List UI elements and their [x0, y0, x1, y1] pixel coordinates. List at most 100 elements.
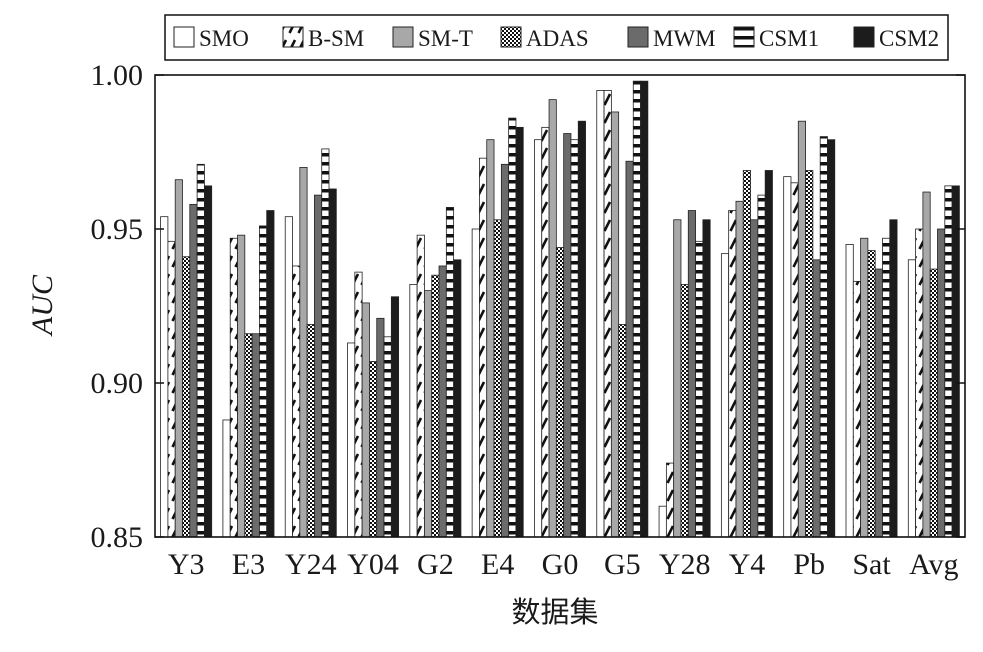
bar-y3-smo	[160, 216, 169, 538]
bar-e3-csm2	[266, 210, 275, 538]
bar-y24-csm1	[321, 148, 330, 538]
bar-g5-csm2	[640, 80, 649, 538]
bar-y24-b-sm	[292, 265, 301, 538]
bar-y28-adas	[680, 284, 689, 538]
bar-y4-csm2	[764, 170, 773, 538]
bar-y24-smo	[284, 216, 293, 538]
bar-e3-csm1	[259, 225, 268, 538]
bar-e4-csm1	[508, 117, 517, 538]
bar-g5-mwm	[625, 160, 634, 538]
y-tick-label: 0.85	[91, 521, 144, 554]
y-axis: 0.85 0.90 0.95 1.00	[91, 59, 965, 554]
bar-pb-b-sm	[790, 182, 799, 538]
bar-sat-csm2	[889, 219, 898, 538]
bar-y4-sm-t	[735, 200, 744, 538]
bar-e4-csm2	[515, 126, 524, 538]
bar-avg-b-sm	[915, 228, 924, 538]
bar-y04-csm2	[390, 296, 400, 538]
bar-y4-csm1	[757, 194, 766, 538]
bar-e3-b-sm	[229, 237, 238, 538]
y-tick-label: 1.00	[91, 59, 144, 92]
bar-pb-adas	[805, 170, 814, 538]
bar-e3-sm-t	[237, 234, 246, 538]
legend-swatch	[392, 26, 414, 48]
bar-g2-b-sm	[416, 234, 425, 538]
bar-y28-sm-t	[673, 219, 682, 538]
bar-y28-smo	[658, 505, 667, 538]
legend-item-adas: ADAS	[500, 26, 589, 51]
bar-g0-csm1	[570, 139, 579, 538]
bar-y28-csm2	[702, 219, 711, 538]
bar-e4-adas	[493, 219, 502, 538]
bar-g0-b-sm	[541, 126, 550, 538]
x-tick-label: E3	[232, 548, 265, 581]
legend-item-smo: SMO	[173, 26, 249, 51]
x-tick-label: Y4	[729, 548, 766, 581]
legend-label: B-SM	[308, 26, 364, 51]
bar-y04-csm1	[383, 336, 392, 538]
bar-g2-mwm	[438, 265, 447, 538]
legend-label: MWM	[653, 26, 716, 51]
legend-item-csm1: CSM1	[733, 26, 819, 51]
bar-avg-sm-t	[922, 191, 931, 538]
bar-y24-sm-t	[299, 166, 308, 538]
x-tick-label: E4	[481, 548, 514, 581]
bar-pb-sm-t	[797, 120, 806, 538]
bar-g2-csm1	[445, 207, 455, 538]
legend-label: ADAS	[526, 26, 589, 51]
x-tick-label: Pb	[793, 548, 825, 581]
legend-item-mwm: MWM	[627, 26, 716, 51]
x-tick-label: G2	[417, 548, 454, 581]
legend-swatch	[500, 26, 522, 48]
bar-g5-csm1	[632, 80, 641, 538]
bar-y3-adas	[182, 256, 191, 538]
bar-y4-mwm	[750, 219, 759, 538]
x-tick-label: Sat	[852, 548, 891, 581]
bar-y4-b-sm	[728, 210, 737, 538]
legend-label: CSM2	[879, 26, 939, 51]
bar-y3-csm2	[203, 185, 213, 538]
bar-pb-mwm	[812, 259, 821, 538]
bar-e4-mwm	[500, 163, 510, 538]
legend-item-csm2: CSM2	[853, 26, 939, 51]
bar-y28-mwm	[687, 210, 696, 538]
bar-pb-smo	[783, 176, 792, 538]
bar-y04-sm-t	[361, 302, 370, 538]
bar-y28-csm1	[695, 240, 704, 538]
bar-pb-csm2	[827, 139, 836, 538]
y-tick-label: 0.95	[91, 213, 144, 246]
bar-y3-sm-t	[174, 179, 183, 538]
bars-layer	[160, 80, 960, 538]
bar-avg-csm1	[944, 185, 953, 538]
bar-avg-csm2	[951, 185, 960, 538]
bar-sat-csm1	[882, 237, 891, 538]
bar-g5-sm-t	[610, 111, 620, 538]
legend-swatch	[627, 26, 649, 48]
bar-g2-adas	[431, 274, 440, 538]
bar-avg-adas	[929, 268, 938, 538]
x-tick-label: Avg	[909, 548, 958, 581]
bar-sat-b-sm	[852, 280, 861, 538]
bar-sat-adas	[867, 250, 876, 538]
bar-y24-mwm	[314, 194, 323, 538]
legend-swatch	[733, 26, 755, 48]
legend-label: CSM1	[759, 26, 819, 51]
bar-y4-adas	[742, 170, 751, 538]
legend-swatch	[173, 26, 195, 48]
bar-e3-adas	[244, 333, 253, 538]
legend: SMO B-SM SM-T ADAS MWM CSM1 CSM2	[164, 14, 949, 61]
bar-y24-adas	[306, 324, 315, 538]
bar-pb-csm1	[819, 136, 828, 538]
bar-sat-mwm	[874, 268, 883, 538]
bar-y4-smo	[720, 253, 730, 538]
bar-g5-adas	[618, 324, 627, 538]
legend-swatch	[853, 26, 875, 48]
bar-e3-mwm	[251, 333, 260, 538]
bar-y3-mwm	[189, 203, 198, 538]
bar-y04-b-sm	[354, 271, 363, 538]
bar-y28-b-sm	[665, 462, 675, 538]
x-tick-label: Y24	[285, 548, 337, 581]
legend-swatch	[282, 26, 304, 48]
x-tick-label: Y3	[168, 548, 205, 581]
bar-g5-b-sm	[603, 90, 612, 538]
